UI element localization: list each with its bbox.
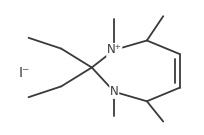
Text: N⁺: N⁺ [107,43,122,56]
Text: I⁻: I⁻ [19,66,30,80]
Text: N: N [110,85,119,98]
